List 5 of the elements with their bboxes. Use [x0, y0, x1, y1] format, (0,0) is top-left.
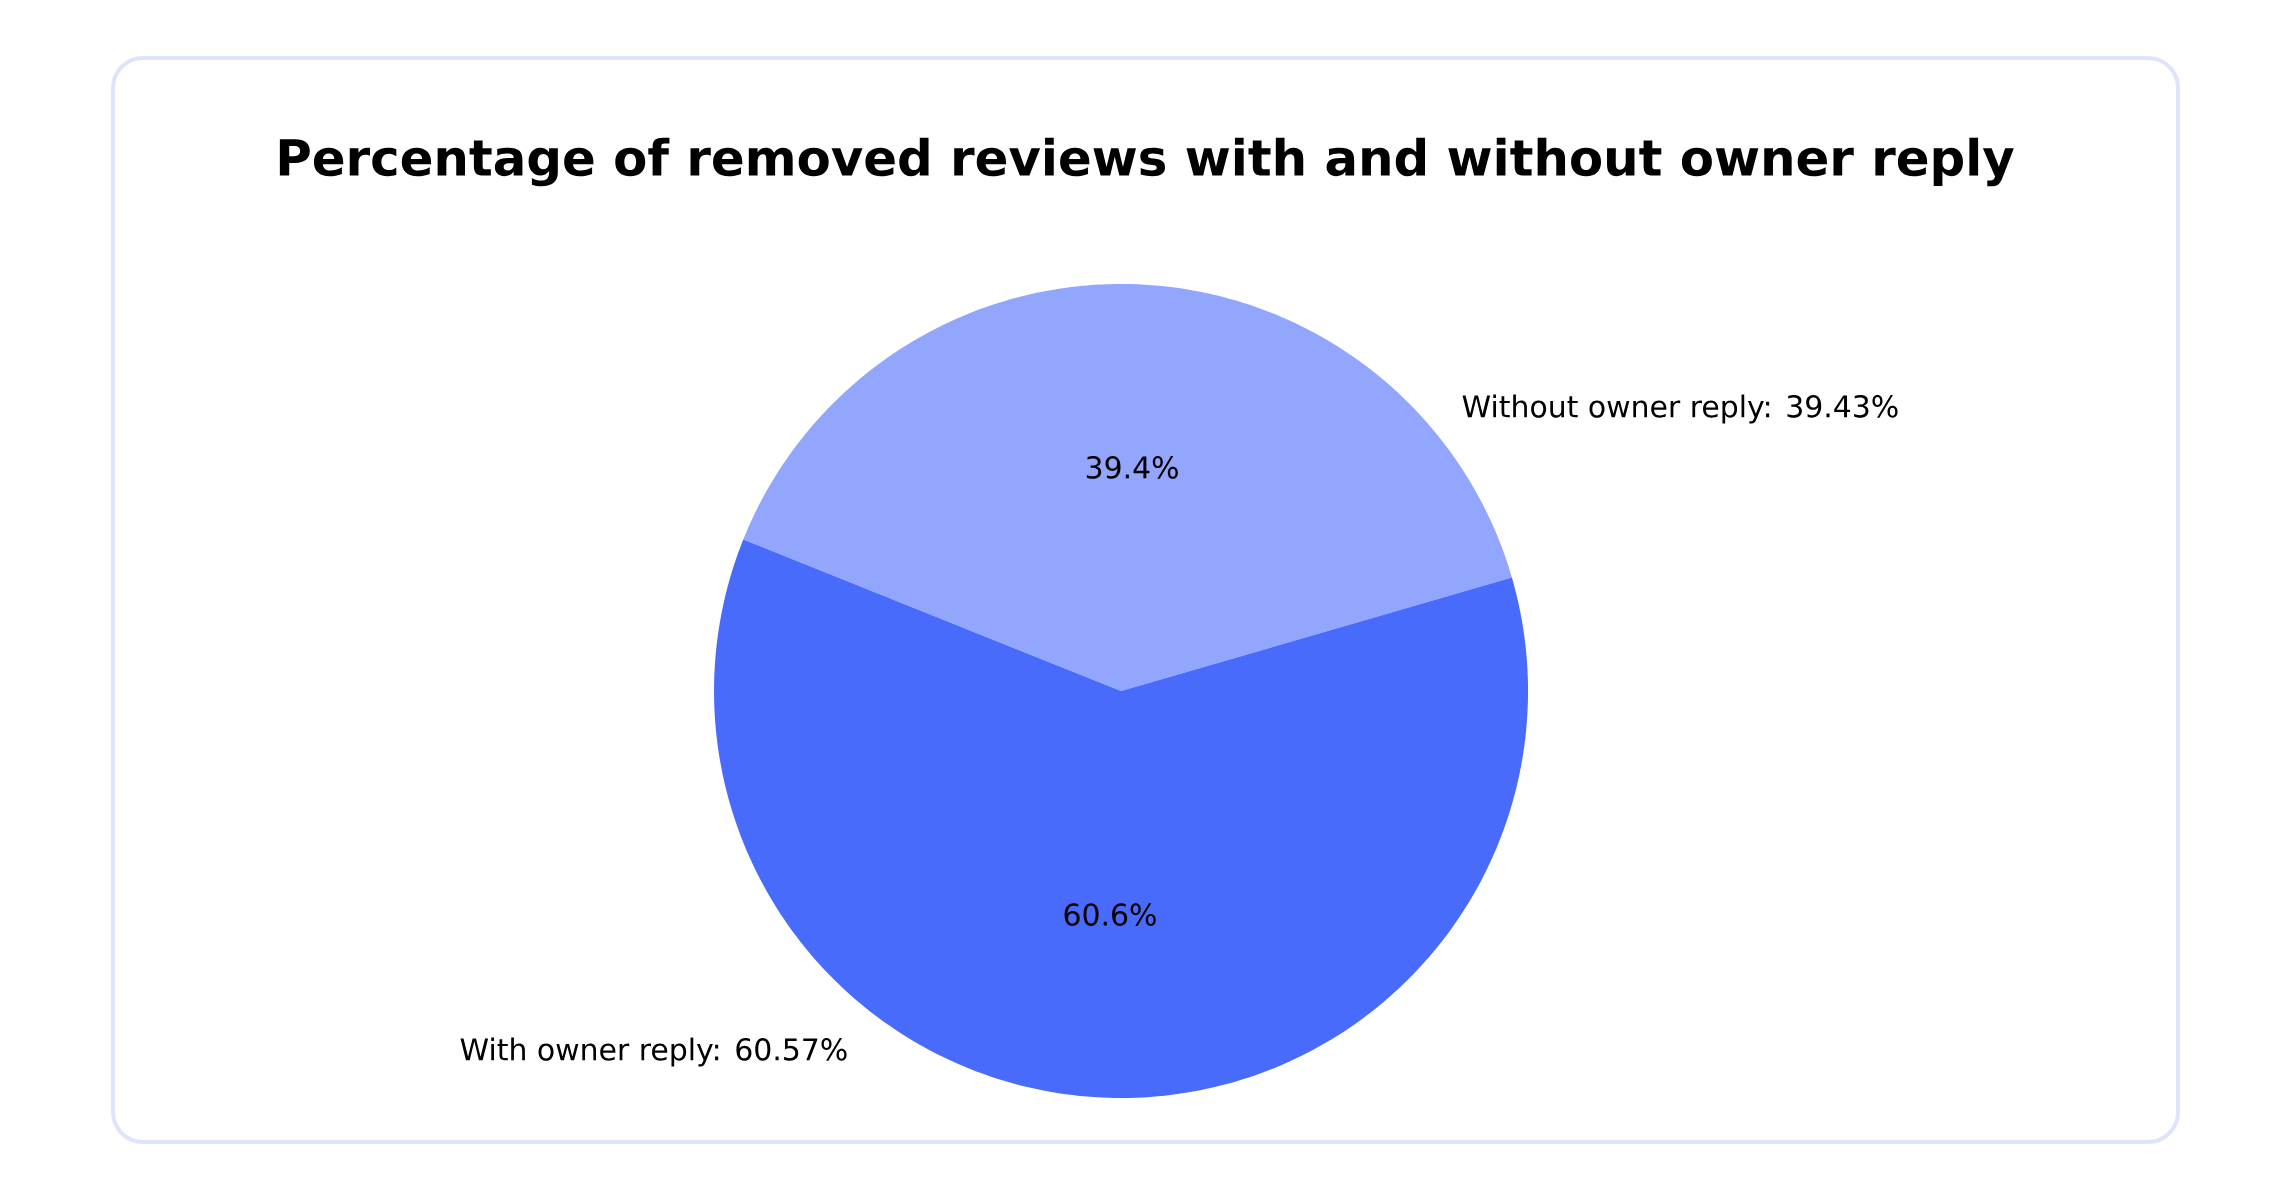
chart-title: Percentage of removed reviews with and without owner reply: [279, 137, 2014, 187]
slice-label: Without owner reply: 39.43%: [1462, 394, 1898, 424]
data-label: 39.4%: [1086, 456, 1178, 479]
data-label: 60.6%: [1064, 903, 1156, 926]
slice-label: With owner reply: 60.57%: [460, 1037, 847, 1067]
